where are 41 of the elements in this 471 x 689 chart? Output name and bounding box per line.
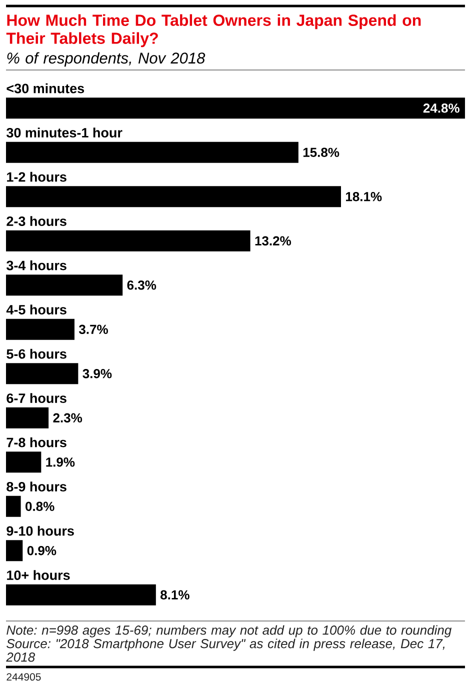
bar <box>6 98 465 119</box>
bar <box>6 230 250 252</box>
y-tick-label: 10+ hours <box>7 570 70 580</box>
bar <box>6 496 21 517</box>
y-tick-label: 9-10 hours <box>6 526 74 536</box>
bar <box>6 407 49 428</box>
data-label: 2.3% <box>53 413 82 422</box>
y-tick-label: <30 minutes <box>6 83 84 94</box>
chart-subtitle: % of respondents, Nov 2018 <box>7 52 206 67</box>
source-note: Source: "2018 Smartphone User Survey" as cited in press release, Dec 17, 2018 <box>6 638 444 662</box>
bar <box>6 584 156 606</box>
y-tick-label: 30 minutes-1 hour <box>6 128 122 138</box>
data-label: 0.8% <box>26 502 54 511</box>
bar <box>6 274 123 296</box>
data-label: 6.3% <box>127 280 156 290</box>
bar <box>6 186 341 208</box>
y-tick-label: 6-7 hours <box>6 393 66 404</box>
chart-title: How Much Time Do Tablet Owners in Japan Spend on Their Tablets Daily? <box>6 14 421 48</box>
data-label: 15.8% <box>303 148 340 157</box>
text: Note: n=998 ages 15-69; numbers may not add up to 100% due to rounding <box>6 625 452 638</box>
data-label: 13.2% <box>255 236 292 246</box>
data-label: 8.1% <box>160 590 190 600</box>
y-tick-label: 2-3 hours <box>6 216 66 226</box>
data-label: 3.9% <box>82 369 112 378</box>
bar <box>6 452 42 473</box>
bar <box>6 540 23 562</box>
y-tick-label: 8-9 hours <box>6 482 66 492</box>
y-tick-label: 7-8 hours <box>6 437 66 448</box>
bar <box>6 142 298 163</box>
y-tick-label: 3-4 hours <box>6 260 66 270</box>
y-tick-label: 1-2 hours <box>7 172 66 182</box>
data-label: 24.8% <box>423 104 460 113</box>
y-tick-label: 5-6 hours <box>6 348 66 359</box>
bar <box>6 363 78 384</box>
y-tick-label: 4-5 hours <box>6 304 66 315</box>
data-label: 18.1% <box>346 192 382 202</box>
data-label: 1.9% <box>46 458 75 467</box>
data-label: 3.7% <box>78 324 108 334</box>
data-label: 0.9% <box>27 546 56 556</box>
bar <box>6 318 74 340</box>
text: 244905 <box>6 673 41 681</box>
